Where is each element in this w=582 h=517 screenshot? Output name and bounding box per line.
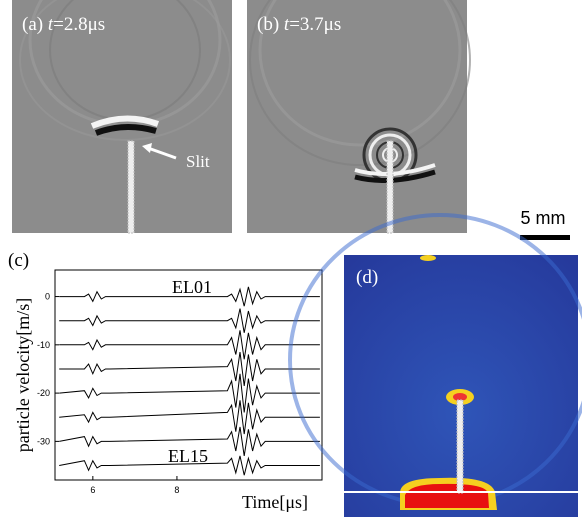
time-value: =2.8μs (53, 14, 105, 35)
trace (59, 400, 320, 434)
panel-label: (b) t=3.7μs (257, 14, 341, 35)
time-value: =3.7μs (289, 14, 341, 35)
trace (59, 330, 320, 359)
x-axis-label: Time[μs] (242, 492, 308, 512)
figure: Slit (a) t=2.8μs (b) t=3.7μs 5 mm (c) 0 -… (0, 0, 582, 517)
y-axis-label: particle velocity[m/s] (13, 298, 33, 452)
panel-label: (c) (8, 250, 29, 271)
panel-b: (b) t=3.7μs (247, 0, 470, 233)
panel-a: Slit (a) t=2.8μs (12, 0, 232, 233)
trace (59, 352, 320, 386)
panel-d: (d) (290, 215, 582, 517)
scale-bar (520, 235, 570, 240)
y-tick-label: -20 (37, 388, 50, 398)
trace-annotation: EL15 (168, 446, 208, 466)
trace-annotation: EL01 (172, 277, 212, 297)
scale-bar-label: 5 mm (521, 208, 566, 228)
panel-label: (d) (356, 267, 378, 288)
panel-label: (a) t=2.8μs (22, 14, 105, 35)
panel-letter: (b) (257, 14, 279, 35)
y-tick-label: -10 (37, 340, 50, 350)
trace (59, 374, 320, 413)
waveform-plot: 0 -10 -20 -30 6 8 EL01 EL15 Time[μs] particle vel… (13, 270, 322, 512)
x-tick-label: 8 (174, 485, 179, 495)
y-tick-label: 0 (45, 292, 50, 302)
panel-letter: (a) (22, 14, 43, 35)
trace (59, 309, 320, 333)
y-tick-label: -30 (37, 436, 50, 446)
slit-label: Slit (186, 152, 210, 171)
x-tick-label: 6 (90, 485, 95, 495)
